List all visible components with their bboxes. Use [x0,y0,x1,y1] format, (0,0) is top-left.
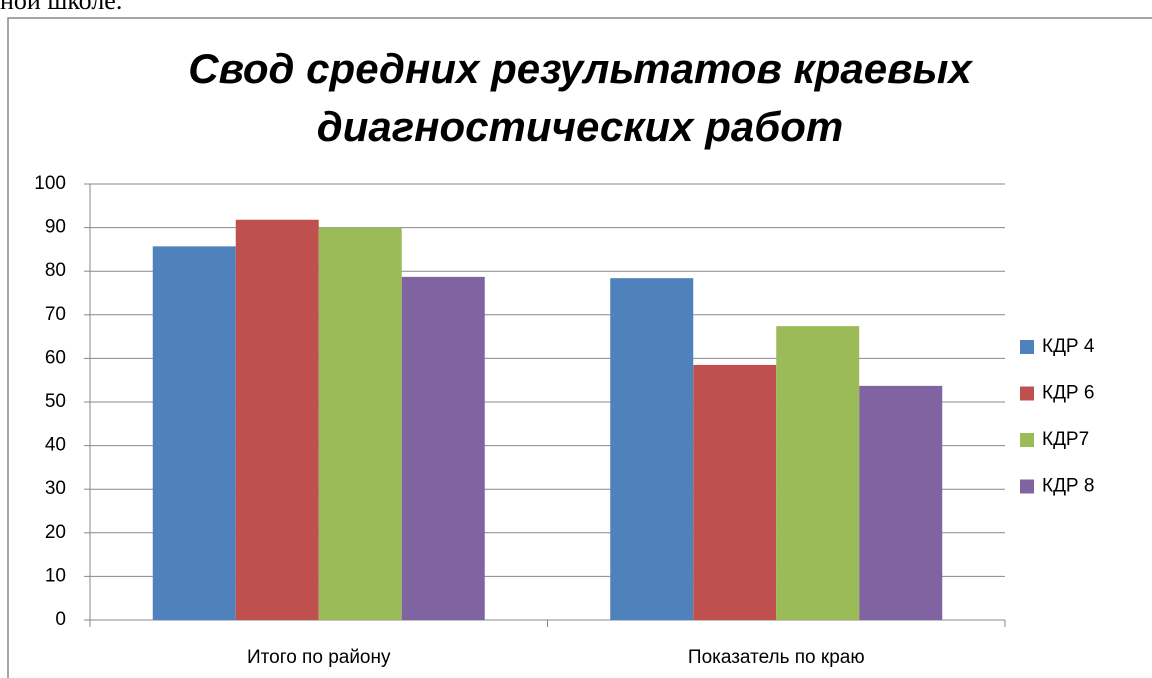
bar [693,364,777,620]
legend-swatch [1020,340,1034,354]
legend-swatch [1020,433,1034,447]
y-tick-label: 60 [45,347,66,368]
legend-label: КДР 4 [1042,336,1095,357]
y-tick-label: 70 [45,304,66,325]
legend-label: КДР 6 [1042,383,1094,404]
bar [859,385,943,620]
y-tick-label: 30 [45,478,66,499]
chart-title: Свод средних результатов краевых диагнос… [188,45,972,150]
bar [235,219,319,620]
page-text: ной школе. [0,0,123,15]
y-tick-label: 100 [34,173,66,194]
x-tick-label: Показатель по краю [688,647,865,668]
x-tick-label: Итого по району [247,647,391,668]
y-tick-label: 40 [45,435,66,456]
y-tick-label: 10 [45,565,66,586]
y-tick-label: 20 [45,522,66,543]
legend-swatch [1020,386,1034,401]
legend-label: КДР7 [1042,429,1089,450]
bar [318,227,402,620]
y-tick-label: 80 [45,260,66,281]
y-tick-label: 50 [45,391,66,412]
y-tick-label: 90 [45,217,66,238]
bar [776,326,860,620]
legend-swatch [1020,479,1034,494]
bar [152,246,236,620]
legend-label: КДР 8 [1042,476,1094,497]
y-tick-label: 0 [55,609,66,630]
bar [401,276,485,620]
bar [610,278,694,620]
